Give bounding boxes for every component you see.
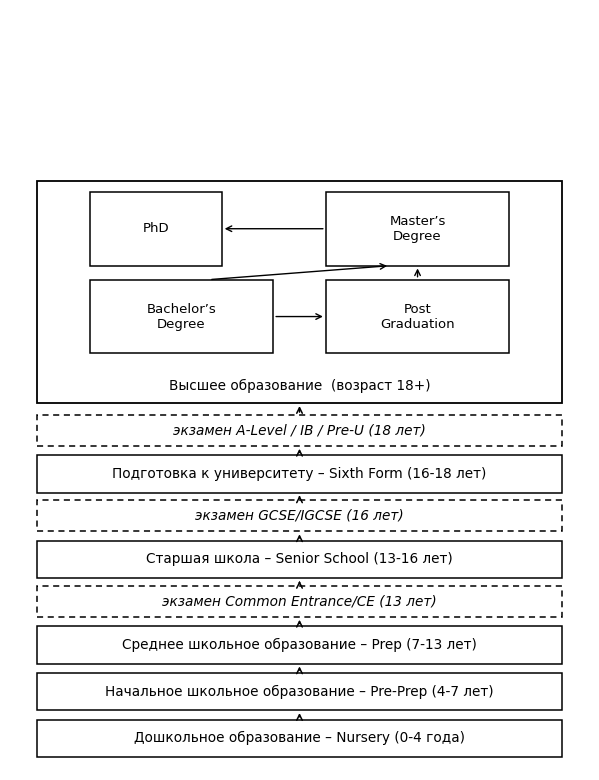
Text: Подготовка к университету – Sixth Form (16-18 лет): Подготовка к университету – Sixth Form (… (113, 467, 486, 481)
Text: экзамен GCSE/IGCSE (16 лет): экзамен GCSE/IGCSE (16 лет) (195, 509, 404, 523)
FancyBboxPatch shape (326, 192, 509, 266)
Text: Post
Graduation: Post Graduation (380, 303, 455, 331)
Text: Старшая школа – Senior School (13-16 лет): Старшая школа – Senior School (13-16 лет… (146, 552, 453, 566)
Text: Bachelor’s
Degree: Bachelor’s Degree (147, 303, 216, 331)
FancyBboxPatch shape (37, 719, 562, 757)
Text: Дошкольное образование – Nursery (0-4 года): Дошкольное образование – Nursery (0-4 го… (134, 731, 465, 745)
FancyBboxPatch shape (37, 456, 562, 493)
Text: экзамен Common Entrance/CE (13 лет): экзамен Common Entrance/CE (13 лет) (162, 594, 437, 608)
FancyBboxPatch shape (37, 586, 562, 617)
Text: PhD: PhD (143, 222, 169, 236)
FancyBboxPatch shape (37, 415, 562, 446)
Text: Высшее образование  (возраст 18+): Высшее образование (возраст 18+) (169, 379, 430, 393)
FancyBboxPatch shape (326, 280, 509, 353)
FancyBboxPatch shape (37, 626, 562, 664)
FancyBboxPatch shape (37, 181, 562, 403)
FancyBboxPatch shape (37, 541, 562, 578)
FancyBboxPatch shape (90, 192, 222, 266)
FancyBboxPatch shape (90, 280, 273, 353)
Text: Начальное школьное образование – Pre-Prep (4-7 лет): Начальное школьное образование – Pre-Pre… (105, 685, 494, 699)
Text: экзамен A-Level / IB / Pre-U (18 лет): экзамен A-Level / IB / Pre-U (18 лет) (173, 424, 426, 438)
Text: Среднее школьное образование – Prep (7-13 лет): Среднее школьное образование – Prep (7-1… (122, 638, 477, 652)
FancyBboxPatch shape (37, 673, 562, 711)
Text: Master’s
Degree: Master’s Degree (389, 215, 446, 243)
FancyBboxPatch shape (37, 500, 562, 531)
